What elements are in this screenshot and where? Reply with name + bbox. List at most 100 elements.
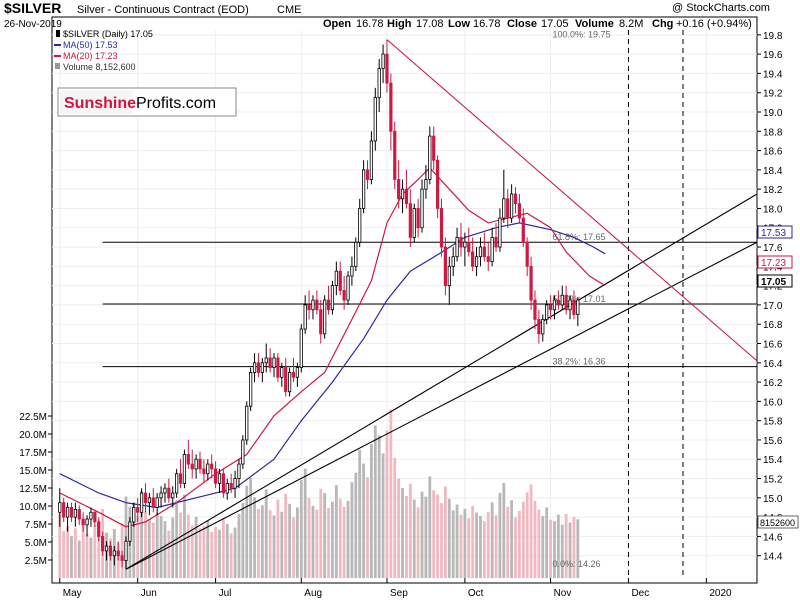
candle-body bbox=[576, 299, 580, 315]
candle-body bbox=[521, 217, 525, 243]
price-tick-label: 16.2 bbox=[763, 378, 783, 389]
candle-body bbox=[65, 507, 70, 518]
candle-body bbox=[182, 454, 187, 484]
candle-body bbox=[85, 518, 89, 526]
volume-bar bbox=[529, 484, 533, 578]
candle-body bbox=[358, 208, 362, 243]
symbol-title: $SILVER bbox=[4, 0, 61, 16]
volume-bar bbox=[381, 453, 385, 578]
candle-body bbox=[264, 357, 268, 364]
watermark: @ StockCharts.com bbox=[672, 2, 770, 14]
candle-body bbox=[213, 468, 218, 484]
volume-bar bbox=[229, 533, 233, 578]
price-tick-label: 16.8 bbox=[763, 320, 783, 331]
volume-bar bbox=[280, 511, 284, 578]
volume-bar bbox=[257, 508, 260, 578]
volume-bar bbox=[70, 536, 73, 578]
volume-bar bbox=[136, 515, 140, 578]
volume-tick-label: 17.5M bbox=[19, 448, 47, 459]
chg-label: Chg bbox=[652, 18, 673, 30]
candle-body bbox=[307, 304, 311, 311]
volume-bar bbox=[66, 526, 69, 578]
volume-bar bbox=[576, 519, 580, 578]
volume-bar bbox=[467, 518, 471, 578]
price-tick-label: 19.6 bbox=[763, 50, 783, 61]
price-tick-label: 17.0 bbox=[763, 301, 783, 312]
volume-bar bbox=[276, 499, 280, 578]
candle-body bbox=[350, 265, 354, 277]
volume-bar bbox=[412, 499, 416, 578]
price-tick-label: 18.2 bbox=[763, 185, 783, 196]
candle-body bbox=[73, 509, 77, 518]
candle-body bbox=[474, 256, 479, 267]
candle-body bbox=[311, 299, 315, 311]
open-value: 16.78 bbox=[356, 18, 384, 30]
price-tick-label: 15.6 bbox=[763, 436, 783, 447]
candle-body bbox=[120, 555, 124, 561]
volume-bar bbox=[194, 516, 198, 578]
volume-bar bbox=[186, 514, 190, 578]
candle-body bbox=[62, 502, 66, 518]
candle-body bbox=[198, 458, 202, 470]
volume-bar bbox=[525, 492, 529, 578]
time-tick-label: May bbox=[63, 588, 82, 599]
volume-tick-label: 12.5M bbox=[19, 484, 47, 495]
price-tick-label: 16.6 bbox=[763, 339, 783, 350]
candle-body bbox=[545, 304, 549, 320]
candle-body bbox=[190, 463, 194, 470]
candle-body bbox=[128, 521, 132, 542]
candle-body bbox=[124, 540, 128, 561]
volume-bar bbox=[568, 522, 572, 578]
candle-body bbox=[471, 251, 475, 267]
volume-bar bbox=[549, 519, 552, 578]
candle-body bbox=[548, 304, 553, 311]
candle-body bbox=[428, 135, 432, 180]
volume-bar bbox=[202, 526, 206, 578]
price-tick-label: 18.6 bbox=[763, 147, 783, 158]
volume-tick-label: 15.0M bbox=[19, 466, 47, 477]
volume-bar bbox=[253, 497, 256, 578]
candle-body bbox=[171, 492, 175, 499]
candle-body bbox=[564, 294, 568, 311]
candle-body bbox=[139, 492, 144, 513]
volume-bar bbox=[475, 512, 478, 578]
open-label: Open bbox=[323, 18, 351, 30]
volume-bar bbox=[288, 503, 291, 578]
volume-bar bbox=[455, 504, 459, 578]
time-axis: May Jun Jul Aug Sep Oct Nov Dec 2020 bbox=[59, 578, 732, 599]
volume-bar bbox=[556, 514, 560, 578]
volume-tick-label: 2.5M bbox=[25, 556, 47, 567]
volume-bar bbox=[397, 478, 401, 578]
candle-body bbox=[330, 285, 335, 311]
candle-body bbox=[151, 497, 155, 508]
candle-body bbox=[389, 82, 393, 132]
price-tick-label: 19.4 bbox=[763, 69, 783, 80]
volume-bar bbox=[521, 501, 525, 578]
candle-body bbox=[420, 188, 424, 229]
candle-body bbox=[326, 299, 331, 311]
volume-bar bbox=[214, 526, 217, 578]
volume-bar bbox=[482, 521, 486, 578]
volume-bar bbox=[553, 521, 556, 578]
legend-swatch-volume bbox=[55, 63, 60, 69]
time-tick-label: Dec bbox=[631, 588, 649, 599]
price-tick-label: 17.6 bbox=[763, 243, 783, 254]
candle-body bbox=[369, 140, 373, 180]
candle-body bbox=[276, 357, 280, 378]
volume-bar bbox=[132, 502, 136, 578]
candle-body bbox=[397, 179, 401, 200]
fib-label: 38.2%: 16.36 bbox=[553, 357, 606, 367]
volume-bar bbox=[401, 488, 404, 578]
candle-body bbox=[436, 159, 440, 209]
legend-swatch-price bbox=[56, 30, 60, 37]
volume-bar bbox=[295, 507, 299, 578]
volume-bar bbox=[120, 523, 124, 578]
volume-bar bbox=[533, 500, 537, 578]
fibonacci-levels: 100.0%: 19.75 61.8%: 17.65 50.0%: 17.01 38.… bbox=[102, 30, 757, 569]
volume-bar bbox=[506, 506, 510, 578]
volume-label: Volume bbox=[575, 18, 614, 30]
candle-body bbox=[108, 545, 113, 557]
volume-bar bbox=[389, 409, 393, 578]
volume-bar bbox=[272, 515, 276, 578]
candle-body bbox=[451, 256, 455, 267]
